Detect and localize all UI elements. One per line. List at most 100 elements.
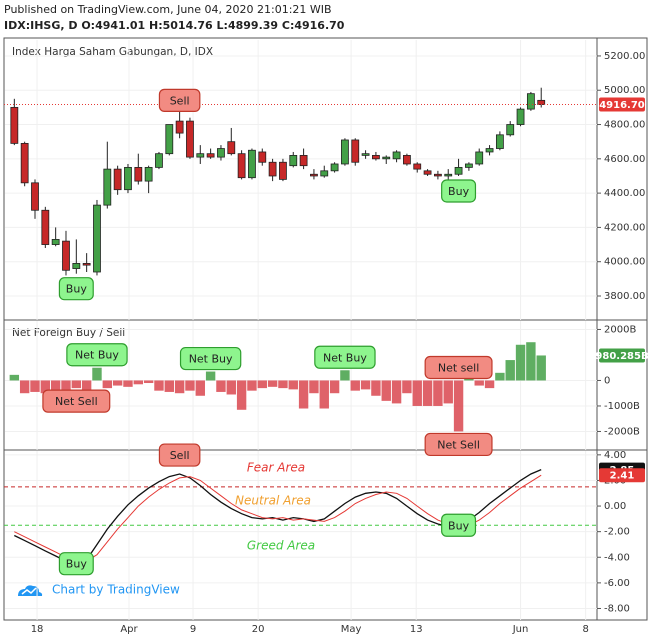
y-tick-label: 4600.00 xyxy=(604,154,645,165)
bar xyxy=(216,380,226,392)
bar xyxy=(92,367,102,381)
bar xyxy=(185,380,195,391)
candle-body xyxy=(93,204,101,273)
bar xyxy=(360,380,371,390)
bar xyxy=(371,380,381,396)
bar xyxy=(412,380,422,406)
candle-body xyxy=(206,153,215,158)
candle-body xyxy=(113,168,122,191)
candle-body xyxy=(217,148,225,158)
bar xyxy=(443,380,453,404)
candle-body xyxy=(310,173,318,177)
candle-body xyxy=(454,166,463,175)
x-tick-label: Apr xyxy=(120,624,138,635)
annotation-box xyxy=(441,179,477,203)
candle-body xyxy=(403,154,411,165)
bar xyxy=(164,380,174,392)
annotation-box xyxy=(58,277,94,301)
bar xyxy=(9,374,20,381)
candle-body xyxy=(526,93,535,110)
candle-body xyxy=(392,151,401,160)
annotation: Net Buy xyxy=(75,349,119,362)
bar xyxy=(536,355,546,381)
y-tick-label: 0 xyxy=(604,375,610,386)
x-tick-label: May xyxy=(341,624,362,635)
candle-body xyxy=(495,134,504,149)
price-panel-title: Index Harga Saham Gabungan, D, IDX xyxy=(12,46,213,58)
annotation: Buy xyxy=(448,519,470,532)
bar xyxy=(226,380,236,395)
published-note: Published on TradingView.com, June 04, 2… xyxy=(4,3,332,16)
y-tick-label: -8.00 xyxy=(604,603,630,614)
x-tick-label: 13 xyxy=(410,624,423,635)
y-tick-label: 0.00 xyxy=(604,501,626,512)
bar xyxy=(267,380,278,387)
candle-body xyxy=(372,154,380,160)
annotation-box xyxy=(58,552,94,576)
y-tick-label: 5200.00 xyxy=(604,51,645,62)
candle-body xyxy=(20,142,29,184)
y-tick-label: -4.00 xyxy=(604,552,630,563)
annotation-box xyxy=(158,88,201,112)
candle-body xyxy=(134,166,143,182)
bar xyxy=(236,380,247,410)
annotation: Net sell xyxy=(438,361,479,374)
last-value-label: 2.41 xyxy=(610,471,635,482)
candle-body xyxy=(506,124,515,136)
candle-body xyxy=(444,173,453,177)
bar xyxy=(143,380,154,384)
x-tick-label: 20 xyxy=(252,624,265,635)
annotation-box xyxy=(42,389,111,413)
bar xyxy=(329,380,340,394)
annotation: Net Sell xyxy=(55,395,98,408)
candle-body xyxy=(434,173,442,177)
bar xyxy=(195,380,205,396)
area-label: Neutral Area xyxy=(235,494,311,508)
bar xyxy=(112,380,123,386)
bar xyxy=(505,360,515,381)
bar xyxy=(288,380,298,390)
candle-body xyxy=(196,153,205,158)
bar xyxy=(298,380,309,409)
candle-body xyxy=(351,139,360,163)
candle-body xyxy=(382,156,391,160)
x-tick-label: Jun xyxy=(512,624,529,635)
candle-body xyxy=(62,240,70,271)
candle-body xyxy=(485,148,494,153)
bar xyxy=(40,380,51,394)
annotation-box xyxy=(66,343,128,367)
y-tick-label: 4000.00 xyxy=(604,257,645,268)
annotation: Net Buy xyxy=(323,351,367,364)
x-tick-label: 9 xyxy=(190,624,196,635)
ohlc-info: IDX:IHSG, D O:4941.01 H:5014.76 L:4899.3… xyxy=(4,19,345,32)
candle-body xyxy=(155,153,163,168)
x-tick-label: 18 xyxy=(31,624,44,635)
bar xyxy=(422,380,433,406)
candle-body xyxy=(175,120,184,134)
bar xyxy=(205,371,216,381)
bar xyxy=(61,380,71,399)
bar xyxy=(30,380,40,392)
foreign-panel-title: Net Foreign Buy / Sell xyxy=(12,327,125,339)
y-tick-label: 4400.00 xyxy=(604,188,645,199)
last-price-label-box xyxy=(599,97,645,112)
y-tick-label: 2000B xyxy=(604,324,636,335)
bar xyxy=(484,380,495,389)
x-tick-label: 8 xyxy=(582,624,588,635)
y-tick-label: 5000.00 xyxy=(604,85,645,96)
annotation-box xyxy=(314,345,376,369)
bar xyxy=(350,380,360,391)
bar xyxy=(526,342,536,381)
y-tick-label: 3800.00 xyxy=(604,291,645,302)
chart-frame xyxy=(3,37,648,621)
candle-body xyxy=(237,153,246,179)
y-tick-label: -1000B xyxy=(604,401,640,412)
candle-body xyxy=(413,163,422,170)
tradingview-logo xyxy=(18,585,43,596)
candle-body xyxy=(289,154,298,167)
candle-body xyxy=(165,124,174,155)
annotation: Buy xyxy=(448,185,470,198)
bar xyxy=(453,380,464,432)
candle-body xyxy=(537,99,546,105)
